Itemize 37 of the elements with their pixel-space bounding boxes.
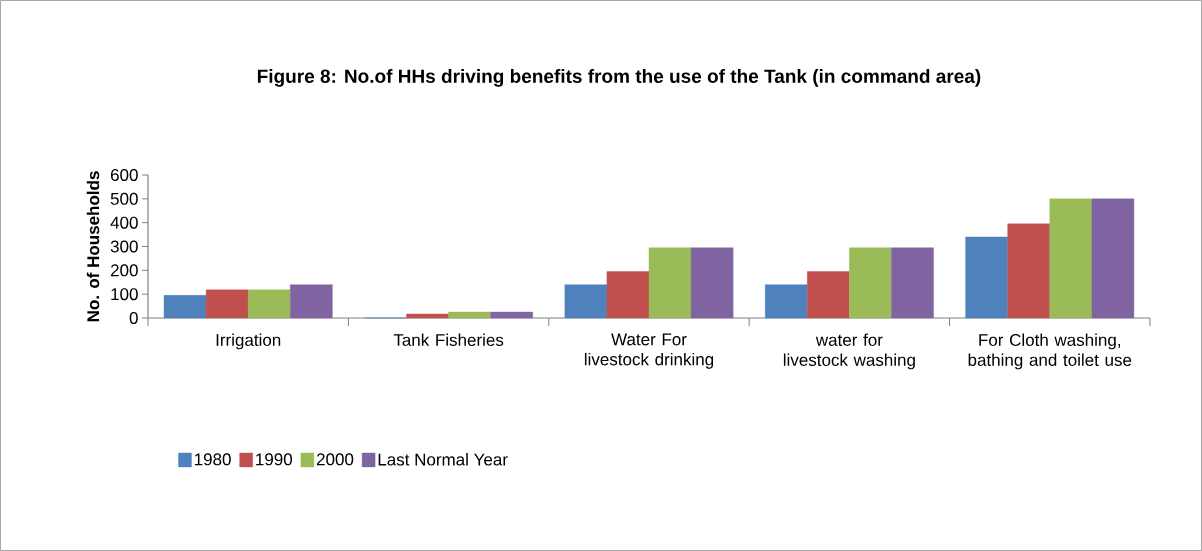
x-tick-label: Irrigation bbox=[216, 333, 281, 350]
bar bbox=[205, 289, 249, 319]
x-tick-label: For Cloth washing, bathing and toilet use bbox=[968, 333, 1132, 370]
bar bbox=[849, 247, 892, 319]
x-tick-label: water for livestock washing bbox=[783, 333, 915, 370]
chart-title: Figure 8: No.of HHs driving benefits from the use of the Tank (in command area) bbox=[257, 69, 981, 87]
legend-label: 1980 bbox=[194, 453, 231, 466]
y-axis-title: No. of Households bbox=[86, 171, 100, 322]
bar bbox=[490, 311, 533, 319]
y-tick-label: 300 bbox=[110, 240, 138, 253]
y-tick-label: 500 bbox=[110, 192, 138, 205]
legend-label: Last Normal Year bbox=[378, 453, 508, 466]
x-tick-label: Water For livestock drinking bbox=[584, 333, 714, 369]
bar bbox=[1049, 198, 1093, 319]
bar bbox=[1007, 223, 1050, 319]
y-tick-label: 400 bbox=[110, 216, 138, 229]
bar bbox=[163, 295, 207, 319]
bar bbox=[606, 271, 650, 319]
bar bbox=[290, 284, 333, 319]
y-tick-label: 600 bbox=[110, 168, 138, 182]
bar bbox=[690, 247, 734, 319]
bar bbox=[891, 247, 934, 319]
legend-label: 2000 bbox=[316, 453, 354, 466]
x-tick-label: Tank Fisheries bbox=[393, 333, 504, 347]
y-tick-label: 200 bbox=[110, 264, 138, 277]
bar bbox=[1091, 198, 1135, 319]
bar bbox=[648, 247, 692, 319]
bar bbox=[765, 284, 808, 319]
y-tick-label: 0 bbox=[129, 311, 138, 325]
bar bbox=[965, 236, 1008, 319]
bar bbox=[406, 313, 449, 319]
bar bbox=[448, 311, 491, 319]
bar bbox=[564, 284, 608, 319]
y-tick-label: 100 bbox=[111, 288, 138, 301]
bar bbox=[248, 289, 291, 319]
bar bbox=[807, 271, 850, 319]
legend-label: 1990 bbox=[256, 453, 293, 466]
